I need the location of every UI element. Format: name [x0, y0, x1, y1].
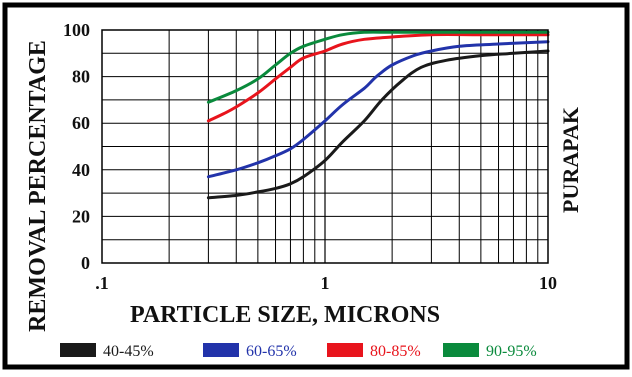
y-tick-label: 20: [72, 206, 90, 226]
x-axis-label: PARTICLE SIZE, MICRONS: [130, 302, 440, 328]
x-tick-label: 10: [539, 273, 557, 293]
plot-border: [101, 29, 549, 264]
legend-label: 60-65%: [246, 343, 297, 360]
legend-label: 40-45%: [103, 343, 154, 360]
legend-label: 90-95%: [486, 343, 537, 360]
y-axis-label: REMOVAL PERCENTAGE: [25, 40, 51, 332]
legend-item: 60-65%: [203, 343, 297, 360]
legend-item: 40-45%: [60, 343, 154, 360]
y-tick-label: 0: [81, 253, 90, 273]
outer-border: [2, 2, 630, 370]
legend-item: 80-85%: [327, 343, 421, 360]
legend-label: 80-85%: [370, 343, 421, 360]
grid: [102, 30, 548, 263]
x-tick-label: 1: [321, 273, 330, 293]
legend-item: 90-95%: [443, 343, 537, 360]
legend-swatch: [327, 343, 363, 357]
y-tick-label: 80: [72, 67, 90, 87]
series-line-90-95%: [206, 30, 550, 104]
tick-labels: 0 20 40 60 80 100 .1 1 10: [63, 20, 557, 293]
legend-swatch: [203, 343, 239, 357]
series-line-40-45%: [206, 49, 550, 200]
y-tick-label: 60: [72, 113, 90, 133]
legend: 40-45% 60-65% 80-85% 90-95%: [60, 343, 537, 360]
series-layer: [206, 30, 550, 200]
y-tick-label: 40: [72, 160, 90, 180]
series-line-60-65%: [206, 40, 550, 179]
legend-swatch: [443, 343, 479, 357]
x-tick-label: .1: [95, 273, 109, 293]
series-line-80-85%: [206, 33, 550, 123]
y-tick-label: 100: [63, 20, 90, 40]
legend-swatch: [60, 343, 96, 357]
right-side-label: PURAPAK: [558, 107, 583, 213]
